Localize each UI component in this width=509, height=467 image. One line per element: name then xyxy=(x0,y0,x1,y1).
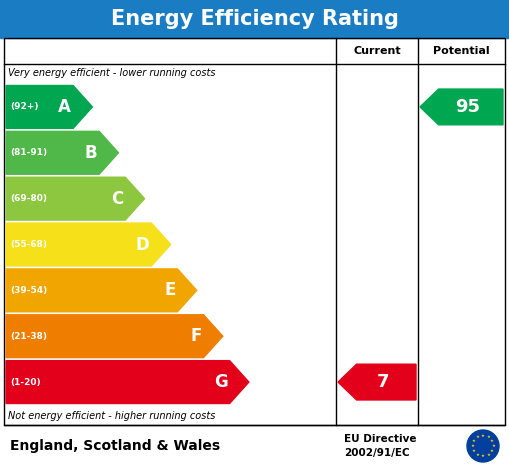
Text: 95: 95 xyxy=(455,98,480,116)
Text: (1-20): (1-20) xyxy=(10,378,41,387)
Polygon shape xyxy=(420,89,503,125)
Text: ★: ★ xyxy=(486,453,490,457)
Text: ★: ★ xyxy=(481,454,485,459)
Text: ★: ★ xyxy=(490,439,494,443)
Bar xyxy=(4,38,505,425)
Text: ★: ★ xyxy=(492,444,495,448)
Text: ★: ★ xyxy=(472,449,476,453)
Text: (92+): (92+) xyxy=(10,102,39,112)
Text: B: B xyxy=(84,144,97,162)
Polygon shape xyxy=(6,223,171,266)
Text: Current: Current xyxy=(353,46,401,56)
Polygon shape xyxy=(338,364,416,400)
Text: ★: ★ xyxy=(476,453,480,457)
Polygon shape xyxy=(6,361,249,403)
Text: Potential: Potential xyxy=(433,46,490,56)
Text: D: D xyxy=(135,235,149,254)
Polygon shape xyxy=(6,315,223,358)
Text: C: C xyxy=(111,190,123,208)
Text: (21-38): (21-38) xyxy=(10,332,47,341)
Text: F: F xyxy=(190,327,202,345)
Text: 2002/91/EC: 2002/91/EC xyxy=(344,448,410,458)
Polygon shape xyxy=(6,177,145,220)
Text: ★: ★ xyxy=(490,449,494,453)
Text: Very energy efficient - lower running costs: Very energy efficient - lower running co… xyxy=(8,68,215,78)
Text: EU Directive: EU Directive xyxy=(344,434,416,444)
Polygon shape xyxy=(6,131,119,174)
Circle shape xyxy=(467,430,499,462)
Text: Not energy efficient - higher running costs: Not energy efficient - higher running co… xyxy=(8,411,215,421)
Text: ★: ★ xyxy=(486,435,490,439)
Text: ★: ★ xyxy=(472,439,476,443)
Text: A: A xyxy=(58,98,71,116)
Text: E: E xyxy=(164,281,176,299)
Text: Energy Efficiency Rating: Energy Efficiency Rating xyxy=(110,9,399,29)
Text: (55-68): (55-68) xyxy=(10,240,47,249)
Bar xyxy=(0,0,509,38)
Text: 7: 7 xyxy=(377,373,389,391)
Text: ★: ★ xyxy=(481,433,485,438)
Text: ★: ★ xyxy=(471,444,474,448)
Text: ★: ★ xyxy=(476,435,480,439)
Polygon shape xyxy=(6,85,93,128)
Text: (69-80): (69-80) xyxy=(10,194,47,203)
Text: (39-54): (39-54) xyxy=(10,286,47,295)
Polygon shape xyxy=(6,269,196,312)
Text: G: G xyxy=(214,373,228,391)
Text: England, Scotland & Wales: England, Scotland & Wales xyxy=(10,439,220,453)
Text: (81-91): (81-91) xyxy=(10,149,47,157)
